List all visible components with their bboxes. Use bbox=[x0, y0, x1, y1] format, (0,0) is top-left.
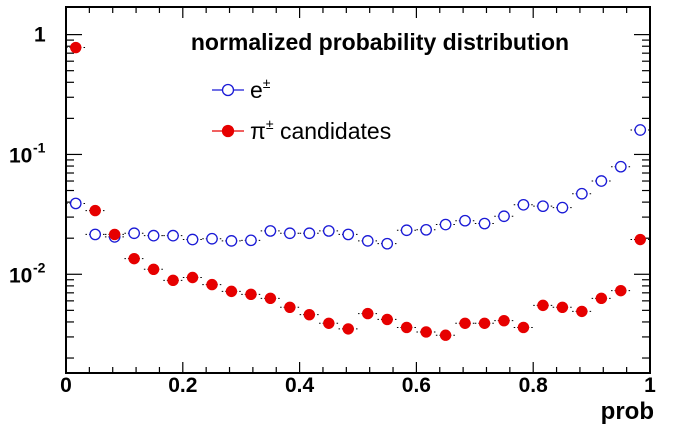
electron-point bbox=[459, 214, 471, 227]
electron-point bbox=[245, 234, 257, 247]
electron-point bbox=[498, 210, 510, 223]
electron-point bbox=[206, 232, 218, 245]
electron-point bbox=[634, 124, 647, 136]
x-tick-label: 1 bbox=[644, 374, 656, 397]
electron-point bbox=[147, 229, 160, 242]
pion-point bbox=[420, 326, 432, 338]
electron-point bbox=[595, 175, 608, 187]
pion-point bbox=[595, 292, 608, 305]
electron-point bbox=[342, 228, 355, 241]
pion-point bbox=[634, 233, 646, 246]
pion-point bbox=[284, 301, 296, 314]
electron-point bbox=[575, 187, 588, 200]
x-tick-label: 0.8 bbox=[519, 374, 549, 397]
pion-point bbox=[70, 41, 82, 54]
pion-point bbox=[108, 228, 121, 241]
chart-title: normalized probability distribution bbox=[191, 29, 569, 55]
x-tick-label: 0.2 bbox=[168, 374, 197, 397]
pion-point bbox=[362, 307, 374, 320]
legend-label: e± bbox=[250, 75, 271, 103]
electron-point bbox=[400, 224, 413, 237]
legend-symbol: e bbox=[250, 77, 263, 103]
pion-point bbox=[303, 308, 316, 321]
y-tick-exponent: -1 bbox=[33, 139, 46, 155]
electron-point bbox=[283, 227, 296, 240]
electron-point bbox=[303, 227, 316, 240]
electron-point bbox=[89, 228, 102, 241]
electron-point bbox=[478, 217, 491, 230]
pion-point bbox=[186, 271, 199, 284]
legend-marker bbox=[221, 83, 235, 97]
electron-point bbox=[420, 223, 433, 236]
pion-point bbox=[128, 252, 140, 265]
y-tick-label: 10 bbox=[9, 264, 32, 287]
legend-suffix: candidates bbox=[274, 118, 392, 144]
data-markers bbox=[69, 41, 647, 341]
legend-marker bbox=[221, 124, 235, 138]
pion-point bbox=[206, 278, 218, 291]
legend-label: π± candidates bbox=[250, 116, 391, 144]
electron-point bbox=[128, 227, 141, 240]
legend-superscript: ± bbox=[263, 75, 271, 91]
pion-point bbox=[615, 284, 627, 297]
pion-point bbox=[147, 263, 160, 276]
pion-point bbox=[225, 285, 238, 298]
x-tick-label: 0.6 bbox=[402, 374, 431, 397]
pion-point bbox=[167, 274, 179, 287]
electron-point bbox=[322, 225, 335, 237]
pion-point bbox=[498, 314, 510, 327]
y-tick-label: 10 bbox=[9, 144, 32, 167]
legend: e±π± candidates bbox=[212, 75, 391, 144]
pion-point bbox=[576, 305, 588, 318]
x-tick-label: 0 bbox=[60, 374, 72, 397]
pion-point bbox=[264, 292, 277, 305]
y-tick-label: 1 bbox=[34, 24, 46, 47]
electron-point bbox=[167, 229, 179, 242]
pion-point bbox=[517, 321, 530, 334]
x-tick-label: 0.4 bbox=[285, 374, 315, 397]
pion-point bbox=[89, 204, 101, 217]
electron-point bbox=[264, 225, 277, 237]
electron-point bbox=[439, 218, 452, 231]
electron-point bbox=[556, 201, 569, 214]
y-tick-exponent: -2 bbox=[33, 259, 46, 275]
pion-point bbox=[323, 317, 335, 329]
pion-point bbox=[400, 321, 413, 334]
pion-point bbox=[459, 317, 471, 329]
error-bars bbox=[66, 47, 650, 336]
electron-point bbox=[381, 237, 394, 250]
pion-point bbox=[245, 288, 257, 301]
pion-point bbox=[342, 323, 354, 335]
plot-frame bbox=[65, 6, 651, 374]
pion-point bbox=[556, 301, 569, 314]
electron-point bbox=[225, 235, 238, 247]
x-axis-label: prob bbox=[601, 398, 654, 425]
pion-point bbox=[478, 317, 491, 329]
electron-point bbox=[614, 160, 627, 173]
electron-point bbox=[517, 198, 530, 211]
electron-point bbox=[69, 197, 82, 210]
pion-point bbox=[439, 329, 452, 341]
legend-superscript: ± bbox=[266, 116, 274, 132]
electron-point bbox=[186, 233, 199, 246]
pion-point bbox=[381, 313, 393, 326]
electron-point bbox=[537, 200, 549, 213]
electron-point bbox=[361, 235, 374, 247]
legend-symbol: π bbox=[250, 118, 266, 144]
pion-point bbox=[537, 299, 549, 312]
